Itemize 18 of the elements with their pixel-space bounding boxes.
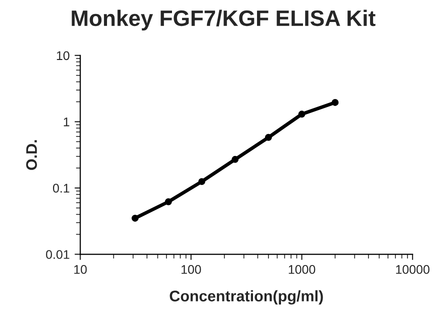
x-tick-label: 10 bbox=[74, 265, 87, 274]
x-tick-label: 10000 bbox=[396, 265, 430, 274]
y-tick-label: 0.1 bbox=[52, 184, 70, 193]
point bbox=[132, 214, 139, 222]
y-tick-label: 1 bbox=[64, 118, 70, 126]
y-axis-title: O.D. bbox=[26, 140, 37, 170]
point bbox=[164, 198, 172, 206]
point bbox=[264, 134, 272, 141]
chart-title: Monkey FGF7/KGF ELISA Kit bbox=[72, 10, 376, 30]
point bbox=[332, 99, 339, 106]
x-tick-label: 1000 bbox=[288, 265, 316, 274]
x-axis-title: Concentration(pg/ml) bbox=[170, 290, 323, 305]
point bbox=[198, 178, 206, 186]
y-tick-label: 0.01 bbox=[46, 250, 70, 259]
x-tick-label: 100 bbox=[182, 265, 201, 274]
point bbox=[232, 156, 239, 163]
y-tick-label: 10 bbox=[56, 51, 70, 60]
point bbox=[298, 110, 306, 118]
